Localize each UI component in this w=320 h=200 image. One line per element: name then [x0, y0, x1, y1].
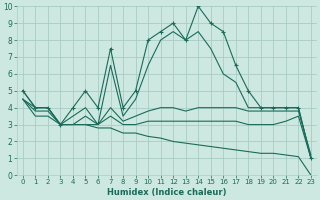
X-axis label: Humidex (Indice chaleur): Humidex (Indice chaleur): [107, 188, 227, 197]
